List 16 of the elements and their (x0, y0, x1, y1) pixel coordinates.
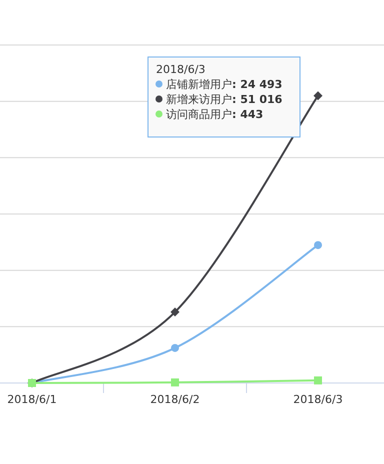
annotation: : 51 016 (232, 93, 283, 106)
point (314, 91, 322, 100)
x-tick-label: 2018/6/1 (7, 393, 57, 406)
text: : 24 493 (232, 78, 282, 91)
annotation: : 443 (232, 108, 264, 121)
point (170, 308, 180, 317)
text: 2018/6/3 (156, 63, 206, 76)
x-tick-label: 2018/6/3 (293, 393, 343, 406)
point (171, 378, 179, 386)
point (314, 241, 322, 250)
point (314, 376, 322, 384)
x-tick-label: 2018/6/2 (150, 393, 200, 406)
legend-label: 访问商品用户 (166, 108, 232, 121)
legend-label: 店铺新增用户 (166, 78, 232, 91)
point (171, 344, 179, 352)
legend-label: 新增来访用户 (166, 93, 232, 106)
